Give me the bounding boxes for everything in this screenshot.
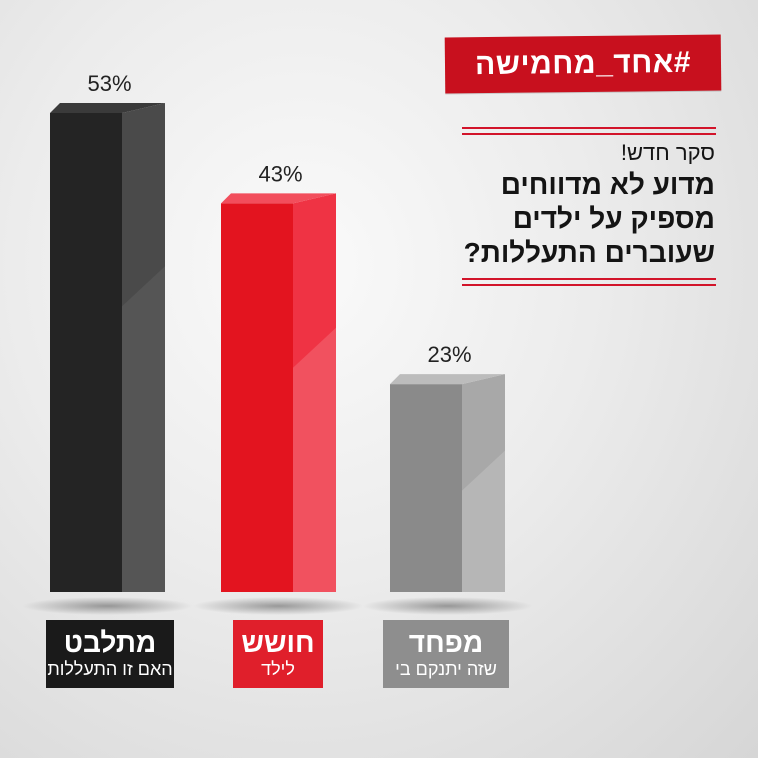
bar-worried: 43%: [193, 161, 364, 615]
survey-label: סקר חדש!: [620, 140, 715, 165]
category-label-hesitant: מתלבט האם זו התעללות: [46, 620, 174, 688]
bar-front-face: [50, 113, 122, 592]
category-main-label: חושש: [241, 627, 315, 658]
bar-highlight: [462, 450, 505, 592]
question-line-1: מדוע לא מדווחים: [500, 169, 715, 200]
bar-shadow: [193, 597, 364, 615]
bar-value-label: 43%: [258, 161, 302, 186]
question-line-3: שעוברים התעללות?: [463, 237, 715, 268]
bar-top-face: [221, 193, 336, 204]
bar-side-face: [122, 103, 165, 592]
top-rule: [462, 127, 716, 129]
bar-shadow: [362, 597, 533, 615]
bar-afraid: 23%: [362, 342, 533, 615]
category-sub-label: לילד: [261, 659, 295, 679]
category-main-label: מתלבט: [63, 627, 157, 658]
bar-highlight: [122, 266, 165, 592]
bar-value-label: 53%: [87, 71, 131, 96]
hashtag-text: #אחד_מחמישה: [474, 45, 692, 82]
survey-question-block: סקר חדש! מדוע לא מדווחים מספיק על ילדים …: [440, 140, 715, 270]
bar-shadow: [22, 597, 193, 615]
hashtag-banner: #אחד_מחמישה: [444, 34, 722, 94]
bar-side-face: [293, 193, 336, 592]
bar-front-face: [221, 203, 293, 592]
bar-value-label: 23%: [427, 342, 471, 367]
bar-front-face: [390, 384, 462, 592]
question-line-2: מספיק על ילדים: [512, 203, 715, 234]
bottom-rule: [462, 278, 716, 280]
bar-side-face: [462, 374, 505, 592]
category-label-afraid: מפחד שזה יתנקם בי: [383, 620, 509, 688]
category-main-label: מפחד: [408, 627, 484, 658]
bar-top-face: [50, 103, 165, 113]
bottom-rule-2: [462, 284, 716, 286]
bar-highlight: [293, 327, 336, 592]
category-sub-label: האם זו התעללות: [47, 659, 173, 679]
bar-hesitant: 53%: [22, 71, 193, 615]
category-label-worried: חושש לילד: [233, 620, 323, 688]
bar-top-face: [390, 374, 505, 385]
category-sub-label: שזה יתנקם בי: [395, 659, 497, 679]
top-rule-2: [462, 133, 716, 135]
